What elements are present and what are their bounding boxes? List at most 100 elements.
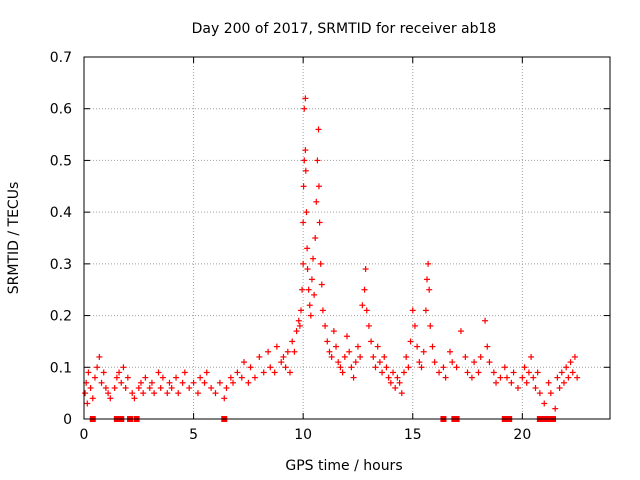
data-point — [256, 353, 263, 360]
data-point — [405, 364, 412, 371]
data-point — [381, 353, 388, 360]
data-point — [245, 379, 252, 386]
data-point — [422, 307, 429, 314]
data-point — [525, 369, 532, 376]
data-point — [565, 374, 572, 381]
data-point — [94, 364, 101, 371]
data-point — [201, 379, 208, 386]
data-point — [297, 307, 304, 314]
data-point — [129, 390, 136, 397]
x-tick-label: 5 — [189, 427, 198, 443]
data-point — [305, 286, 312, 293]
data-point — [337, 364, 344, 371]
x-tick-label: 0 — [80, 427, 89, 443]
data-point — [484, 343, 491, 350]
data-point — [91, 374, 98, 381]
data-point — [453, 364, 460, 371]
data-point — [315, 183, 322, 190]
data-point — [530, 374, 537, 381]
data-point — [306, 302, 313, 309]
data-point — [223, 384, 230, 391]
data-point — [314, 157, 321, 164]
data-point — [118, 379, 125, 386]
data-point — [267, 364, 274, 371]
data-point — [212, 390, 219, 397]
data-point — [468, 374, 475, 381]
data-point — [221, 395, 228, 402]
data-point — [230, 379, 237, 386]
data-point — [359, 302, 366, 309]
data-point — [238, 374, 245, 381]
data-point — [330, 328, 337, 335]
data-point — [396, 379, 403, 386]
data-point — [181, 369, 188, 376]
data-point — [431, 359, 438, 366]
data-point — [361, 286, 368, 293]
data-point — [536, 390, 543, 397]
data-point — [303, 209, 310, 216]
data-point — [567, 359, 574, 366]
data-point — [291, 348, 298, 355]
data-point — [528, 353, 535, 360]
data-point — [563, 364, 570, 371]
x-tick-label: 20 — [513, 427, 531, 443]
y-tick-label: 0.3 — [50, 257, 72, 273]
data-point — [471, 359, 478, 366]
data-point — [107, 395, 114, 402]
y-tick-label: 0.4 — [50, 205, 72, 221]
data-point — [227, 374, 234, 381]
data-point — [344, 333, 350, 340]
data-point — [541, 400, 548, 407]
data-point — [311, 291, 318, 298]
y-tick-label: 0 — [63, 412, 72, 428]
data-point — [148, 379, 155, 386]
data-point — [319, 307, 326, 314]
data-point — [159, 374, 166, 381]
data-point — [111, 384, 118, 391]
y-tick-label: 0.1 — [50, 360, 72, 376]
data-point — [519, 374, 526, 381]
data-point — [503, 374, 510, 381]
data-point — [558, 369, 565, 376]
data-point — [348, 364, 355, 371]
data-point — [534, 369, 541, 376]
x-axis-label: GPS time / hours — [285, 458, 402, 474]
y-axis-label: SRMTID / TECUs — [6, 182, 22, 295]
data-point — [477, 353, 484, 360]
data-point — [301, 105, 308, 112]
data-point — [447, 348, 454, 355]
data-point — [295, 317, 302, 324]
data-point — [96, 353, 103, 360]
data-point — [423, 276, 430, 283]
data-point — [372, 364, 379, 371]
data-point — [157, 384, 164, 391]
data-point — [100, 369, 107, 376]
data-point — [302, 167, 309, 174]
data-point — [280, 353, 287, 360]
data-point — [508, 379, 515, 386]
data-point — [414, 343, 421, 350]
data-point — [190, 379, 197, 386]
data-point — [400, 369, 407, 376]
y-tick-label: 0.7 — [50, 50, 72, 66]
data-point — [574, 374, 581, 381]
data-point — [392, 384, 399, 391]
data-point — [357, 353, 364, 360]
data-point — [105, 390, 112, 397]
data-point — [287, 369, 294, 376]
data-point — [166, 379, 173, 386]
data-point — [407, 338, 414, 345]
data-point — [440, 364, 447, 371]
data-point — [390, 369, 397, 376]
data-points — [82, 95, 581, 422]
x-tick-label: 10 — [294, 427, 312, 443]
data-point — [335, 359, 342, 366]
data-point — [521, 364, 528, 371]
data-point — [464, 369, 471, 376]
data-point — [278, 359, 285, 366]
data-point — [387, 379, 394, 386]
data-point — [240, 359, 247, 366]
data-point — [140, 390, 147, 397]
data-point — [341, 353, 348, 360]
data-point — [418, 364, 425, 371]
